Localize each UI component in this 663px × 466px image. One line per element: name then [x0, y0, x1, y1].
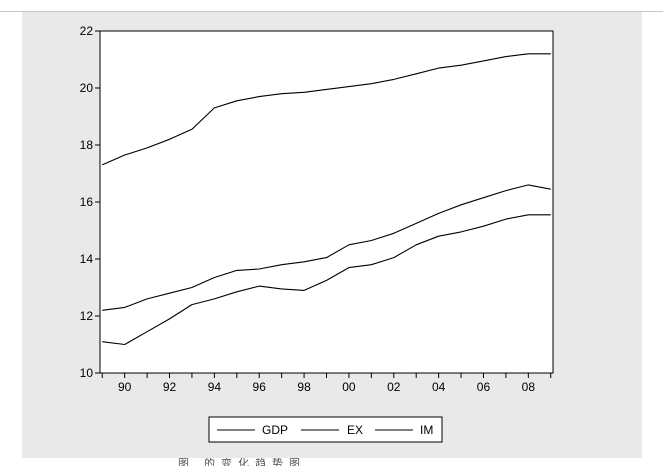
- caption-strip: 图 的变化趋势图: [0, 458, 663, 466]
- y-tick-label-10: 10: [80, 366, 94, 380]
- series-line-ex: [102, 214, 551, 346]
- y-tick-label-22: 22: [80, 24, 94, 38]
- figure-caption: 图 的变化趋势图: [178, 458, 307, 466]
- x-tick-label-00: 00: [342, 380, 356, 394]
- series-line-im: [102, 184, 551, 311]
- y-tick-label-12: 12: [80, 309, 94, 323]
- x-tick-label-06: 06: [477, 380, 491, 394]
- y-axis: 10 12 14 16 18 20 22: [80, 24, 100, 380]
- legend-label-im: IM: [420, 423, 433, 437]
- series-line-gdp: [101, 53, 551, 166]
- legend: GDP EX IM: [208, 416, 443, 443]
- x-tick-label-02: 02: [387, 380, 401, 394]
- x-tick-label-94: 94: [208, 380, 222, 394]
- x-tick-label-96: 96: [253, 380, 267, 394]
- line-chart: 10 12 14 16 18 20 22 90 92 94 96 98 00 02 04 06 08 GDP …: [80, 24, 554, 443]
- x-tick-label-08: 08: [522, 380, 536, 394]
- top-divider: [0, 11, 663, 12]
- y-tick-label-20: 20: [80, 81, 94, 95]
- series-layer: [101, 53, 551, 346]
- y-tick-label-18: 18: [80, 138, 94, 152]
- plot-area: [99, 30, 554, 374]
- legend-label-gdp: GDP: [262, 423, 288, 437]
- y-tick-label-16: 16: [80, 195, 94, 209]
- x-tick-label-90: 90: [118, 380, 132, 394]
- x-axis: 90 92 94 96 98 00 02 04 06 08: [101, 373, 552, 394]
- x-tick-label-04: 04: [432, 380, 446, 394]
- legend-label-ex: EX: [347, 423, 363, 437]
- x-tick-label-98: 98: [297, 380, 311, 394]
- y-tick-label-14: 14: [80, 252, 94, 266]
- x-tick-label-92: 92: [163, 380, 177, 394]
- chart-figure: 10 12 14 16 18 20 22 90 92 94 96 98 00 02 04 06 08 GDP …: [22, 12, 642, 458]
